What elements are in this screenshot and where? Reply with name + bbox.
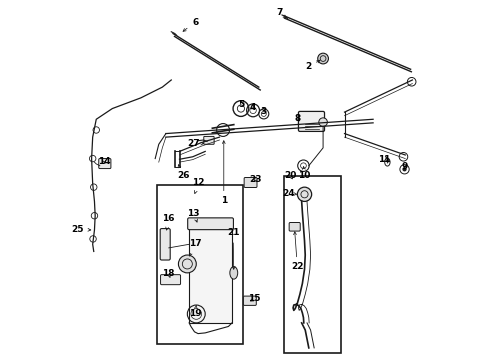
Ellipse shape — [229, 267, 237, 279]
FancyBboxPatch shape — [160, 275, 180, 285]
Text: 25: 25 — [71, 225, 91, 234]
Text: 13: 13 — [187, 209, 200, 222]
FancyBboxPatch shape — [99, 158, 111, 168]
Text: 22: 22 — [290, 232, 303, 271]
Text: 20: 20 — [284, 171, 296, 180]
FancyBboxPatch shape — [298, 111, 324, 131]
Text: 10: 10 — [298, 167, 310, 180]
Circle shape — [402, 167, 406, 171]
Text: 17: 17 — [188, 239, 201, 256]
Text: 1: 1 — [220, 141, 226, 205]
Text: 3: 3 — [260, 107, 265, 116]
Bar — [189, 223, 231, 323]
Text: 18: 18 — [162, 269, 175, 278]
Text: 23: 23 — [249, 175, 262, 184]
Text: 19: 19 — [188, 306, 201, 318]
FancyBboxPatch shape — [187, 218, 233, 230]
Text: 26: 26 — [177, 165, 189, 180]
Text: 16: 16 — [162, 214, 175, 230]
FancyBboxPatch shape — [288, 222, 300, 231]
FancyBboxPatch shape — [243, 296, 256, 305]
FancyBboxPatch shape — [244, 177, 257, 188]
Text: 27: 27 — [187, 139, 203, 148]
Text: 15: 15 — [248, 294, 260, 303]
Text: 2: 2 — [305, 60, 319, 71]
Text: 8: 8 — [294, 114, 300, 123]
Text: 14: 14 — [98, 157, 111, 166]
FancyBboxPatch shape — [203, 136, 214, 144]
Circle shape — [318, 118, 326, 126]
Text: 5: 5 — [238, 100, 244, 109]
Circle shape — [297, 187, 311, 202]
Circle shape — [317, 53, 328, 64]
Text: 4: 4 — [249, 103, 255, 112]
Text: 24: 24 — [281, 189, 297, 198]
Text: 7: 7 — [276, 8, 285, 18]
Text: 6: 6 — [183, 18, 198, 31]
FancyBboxPatch shape — [160, 229, 170, 260]
Circle shape — [178, 255, 196, 273]
Text: 11: 11 — [378, 155, 390, 164]
Text: 21: 21 — [226, 228, 239, 269]
Text: 9: 9 — [401, 162, 407, 171]
Bar — [283, 176, 340, 353]
Text: 12: 12 — [192, 178, 204, 193]
Bar — [157, 185, 242, 344]
